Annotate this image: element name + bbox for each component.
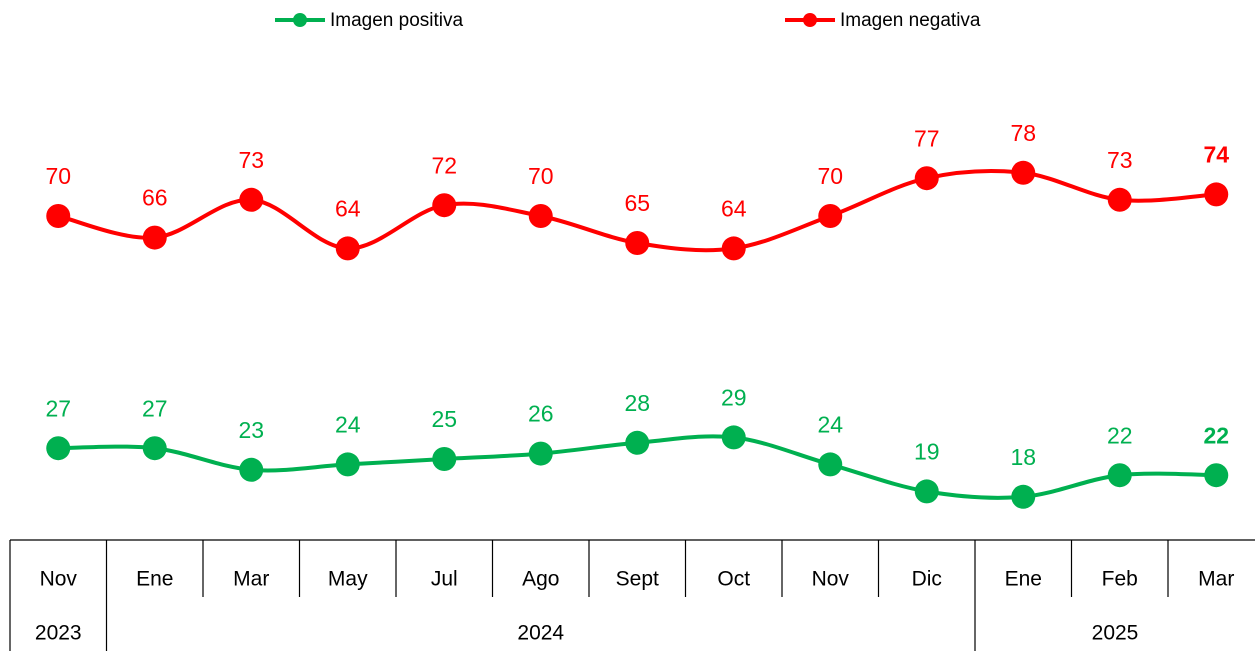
data-label: 72 xyxy=(431,152,457,178)
x-tick-label: Dic xyxy=(912,568,942,591)
x-tick-label: Ene xyxy=(1005,568,1042,591)
data-label: 28 xyxy=(624,390,650,416)
x-tick-label: Mar xyxy=(1198,568,1234,591)
x-tick-label: Sept xyxy=(616,568,659,591)
x-tick-label: Mar xyxy=(233,568,269,591)
data-point xyxy=(528,441,553,466)
data-label: 74 xyxy=(1203,141,1229,167)
legend-marker xyxy=(803,13,817,27)
data-label: 23 xyxy=(238,417,264,443)
data-label: 65 xyxy=(624,190,650,216)
data-label: 18 xyxy=(1010,444,1036,470)
data-point xyxy=(335,452,360,477)
data-point xyxy=(239,457,264,482)
data-point xyxy=(1204,182,1229,207)
x-tick-label: Nov xyxy=(40,568,78,591)
data-point xyxy=(1107,463,1132,488)
year-label: 2025 xyxy=(1092,622,1139,645)
legend-label: Imagen positiva xyxy=(330,10,464,31)
data-label: 22 xyxy=(1203,422,1229,448)
data-point xyxy=(46,204,71,228)
data-label: 78 xyxy=(1010,120,1036,146)
data-label: 70 xyxy=(528,163,554,189)
data-point xyxy=(142,225,167,250)
x-tick-label: Ago xyxy=(522,568,559,591)
data-point xyxy=(335,236,360,261)
data-point xyxy=(818,204,843,228)
data-point xyxy=(528,204,553,228)
data-point xyxy=(914,166,939,191)
x-tick-label: Feb xyxy=(1102,568,1138,591)
data-label: 64 xyxy=(335,195,361,221)
legend-label: Imagen negativa xyxy=(840,10,981,31)
legend-marker xyxy=(293,13,307,27)
data-point xyxy=(432,447,457,471)
x-tick-label: Nov xyxy=(812,568,850,591)
x-tick-label: May xyxy=(328,568,368,591)
data-label: 73 xyxy=(238,147,264,173)
data-point xyxy=(1107,187,1132,212)
data-point xyxy=(1011,484,1036,509)
data-point xyxy=(46,436,71,461)
data-point xyxy=(1011,160,1036,185)
data-label: 70 xyxy=(45,163,71,189)
data-point xyxy=(721,425,746,450)
data-label: 22 xyxy=(1107,422,1133,448)
data-label: 26 xyxy=(528,401,554,427)
year-label: 2023 xyxy=(35,622,82,645)
data-point xyxy=(1204,463,1229,488)
data-label: 64 xyxy=(721,195,747,221)
data-label: 73 xyxy=(1107,147,1133,173)
data-label: 27 xyxy=(142,395,168,421)
x-tick-label: Oct xyxy=(717,568,750,591)
data-point xyxy=(914,479,939,504)
data-point xyxy=(432,193,457,218)
data-point xyxy=(818,452,843,477)
data-label: 27 xyxy=(45,395,71,421)
x-tick-label: Ene xyxy=(136,568,173,591)
data-point xyxy=(625,231,650,255)
data-label: 24 xyxy=(335,411,361,437)
data-label: 19 xyxy=(914,438,940,464)
year-label: 2024 xyxy=(517,622,564,645)
x-tick-label: Jul xyxy=(431,568,458,591)
data-point xyxy=(721,236,746,261)
data-point xyxy=(625,430,650,455)
data-label: 29 xyxy=(721,384,747,410)
data-label: 70 xyxy=(817,163,843,189)
data-point xyxy=(142,436,167,461)
data-label: 77 xyxy=(914,125,940,151)
data-label: 66 xyxy=(142,185,168,211)
data-label: 25 xyxy=(431,406,457,432)
data-point xyxy=(239,187,264,212)
data-label: 24 xyxy=(817,411,843,437)
